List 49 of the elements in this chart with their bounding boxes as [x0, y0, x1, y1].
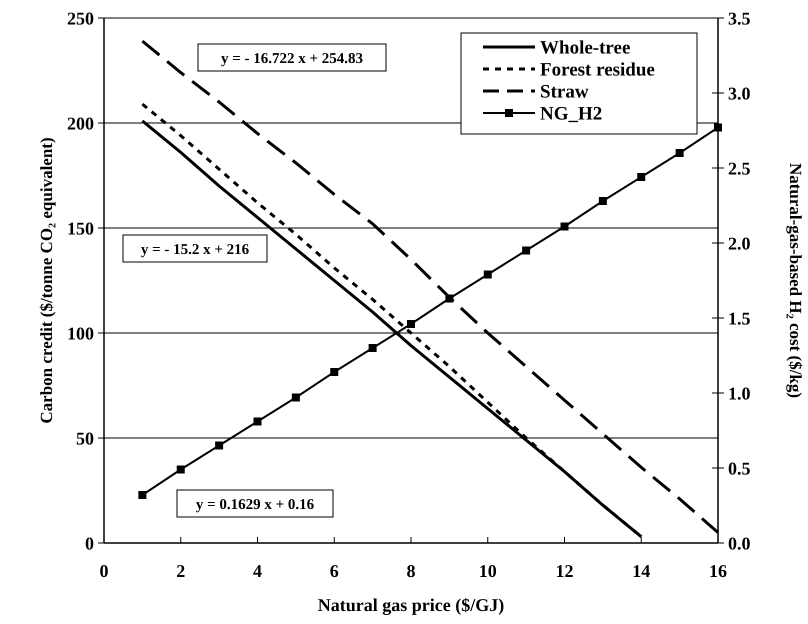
x-tick-label: 14 — [632, 561, 650, 581]
point — [445, 294, 454, 302]
y2-tick-label: 3.0 — [728, 83, 750, 104]
x-tick-label: 2 — [176, 561, 186, 581]
x-tick-label: 16 — [709, 561, 727, 581]
y-tick-label: 200 — [67, 113, 94, 134]
y2-tick-label: 0.5 — [728, 458, 750, 478]
y2-tick-label: 3.5 — [728, 8, 750, 28]
point — [676, 149, 684, 157]
y2-tick-label: 2.0 — [728, 233, 750, 254]
y2-axis-title: Natural-gas-based H₂ cost ($/kg) — [786, 162, 805, 398]
x-tick-label: 12 — [556, 561, 574, 581]
legend-label: Forest residue — [540, 60, 655, 81]
point — [714, 124, 722, 132]
annotation: y = - 16.722 x + 254.83 — [220, 51, 364, 67]
point — [330, 368, 338, 376]
y2-tick-label: 2.5 — [728, 158, 750, 178]
point — [560, 222, 568, 230]
point — [407, 320, 415, 328]
point — [254, 418, 262, 426]
point — [292, 394, 300, 402]
legend-label: Straw — [540, 82, 589, 103]
x-tick-label: 0 — [100, 561, 108, 581]
x-tick-label: 10 — [478, 561, 497, 581]
legend-label: NG_H2 — [540, 104, 602, 125]
point — [598, 197, 607, 205]
y-tick-label: 250 — [67, 8, 94, 28]
annotation: y = - 15.2 x + 216 — [140, 242, 250, 258]
point — [176, 466, 185, 474]
y-tick-label: 0 — [85, 533, 94, 554]
y2-tick-label: 1.5 — [728, 308, 750, 328]
x-tick-label: 8 — [406, 561, 416, 581]
y2-tick-label: 1.0 — [728, 383, 750, 404]
x-axis-title: Natural gas price ($/GJ) — [318, 595, 504, 615]
legend-label: Whole-tree — [540, 38, 630, 59]
point — [522, 246, 530, 254]
point — [138, 491, 146, 499]
point — [215, 442, 224, 450]
point — [368, 344, 377, 352]
y-tick-label: 150 — [67, 218, 94, 238]
y-tick-label: 50 — [76, 428, 94, 448]
y-axis-title: Carbon credit ($/tonne CO₂ equivalent) — [37, 137, 56, 424]
annotation: y = 0.1629 x + 0.16 — [196, 497, 315, 513]
y-tick-label: 100 — [67, 323, 94, 344]
point — [484, 270, 492, 278]
x-tick-label: 4 — [253, 561, 262, 581]
point — [637, 173, 646, 181]
y2-tick-label: 0.0 — [728, 533, 750, 554]
x-tick-label: 6 — [330, 561, 339, 581]
